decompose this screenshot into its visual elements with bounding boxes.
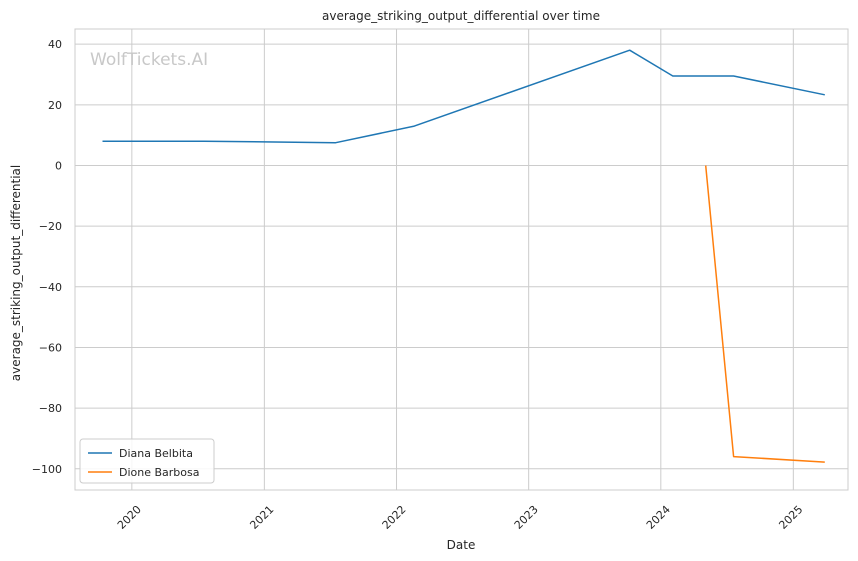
y-axis-ticks: 40 20 0 −20 −40 −60 −80 −100 xyxy=(32,38,62,476)
x-axis-ticks: 2020 2021 2022 2023 2024 2025 xyxy=(115,503,805,532)
series-line-diana-belbita xyxy=(102,49,825,144)
watermark: WolfTickets.AI xyxy=(90,50,208,70)
x-tick-label: 2022 xyxy=(380,503,409,532)
y-tick-label: 40 xyxy=(48,38,62,51)
plot-background xyxy=(74,28,849,491)
legend-box xyxy=(79,438,215,484)
x-axis-title: Date xyxy=(447,538,476,552)
y-tick-label: −20 xyxy=(39,220,62,233)
y-tick-label: −40 xyxy=(39,281,62,294)
y-tick-label: 0 xyxy=(55,159,62,172)
legend: Diana Belbita Dione Barbosa xyxy=(79,438,215,484)
x-tick-label: 2021 xyxy=(247,503,276,532)
plot-area xyxy=(74,28,849,491)
y-tick-label: 20 xyxy=(48,99,62,112)
y-tick-label: −80 xyxy=(39,402,62,415)
series-line-dione-barbosa xyxy=(704,165,825,463)
x-tick-label: 2025 xyxy=(776,503,805,532)
x-tick-label: 2023 xyxy=(512,503,541,532)
y-axis-title: average_striking_output_differential xyxy=(9,165,23,381)
chart-title: average_striking_output_differential ove… xyxy=(322,9,600,23)
y-tick-label: −60 xyxy=(39,341,62,354)
legend-label-diana-belbita: Diana Belbita xyxy=(119,447,193,460)
gridlines xyxy=(75,29,848,490)
y-tick-label: −100 xyxy=(32,463,62,476)
legend-label-dione-barbosa: Dione Barbosa xyxy=(119,466,200,479)
series-lines xyxy=(102,49,825,463)
x-tick-label: 2020 xyxy=(115,503,144,532)
x-tick-label: 2024 xyxy=(644,503,673,532)
